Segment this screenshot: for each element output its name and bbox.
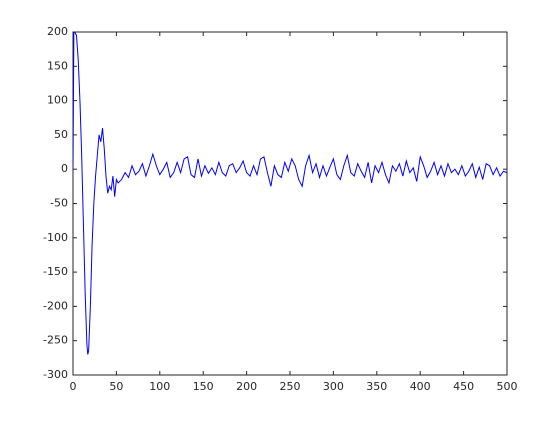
- y-tick-label: -100: [43, 231, 68, 244]
- y-tick-label: 0: [61, 162, 68, 175]
- x-tick-label: 250: [280, 380, 301, 393]
- y-tick-label: 200: [47, 25, 68, 38]
- x-tick-label: 200: [236, 380, 257, 393]
- x-tick-label: 50: [109, 380, 123, 393]
- y-tick-label: -300: [43, 368, 68, 381]
- x-tick-label: 450: [453, 380, 474, 393]
- y-tick-label: -50: [50, 197, 68, 210]
- x-tick-label: 300: [323, 380, 344, 393]
- x-tick-label: 100: [149, 380, 170, 393]
- x-tick-label: 350: [366, 380, 387, 393]
- y-tick-label: -150: [43, 265, 68, 278]
- x-tick-label: 500: [497, 380, 518, 393]
- x-tick-label: 0: [70, 380, 77, 393]
- y-tick-label: -250: [43, 334, 68, 347]
- y-tick-label: 50: [54, 128, 68, 141]
- x-tick-label: 400: [410, 380, 431, 393]
- data-line: [73, 32, 507, 355]
- x-tick-label: 150: [193, 380, 214, 393]
- plot-area: [72, 31, 508, 376]
- y-tick-label: 100: [47, 94, 68, 107]
- y-tick-label: 150: [47, 59, 68, 72]
- y-tick-label: -200: [43, 299, 68, 312]
